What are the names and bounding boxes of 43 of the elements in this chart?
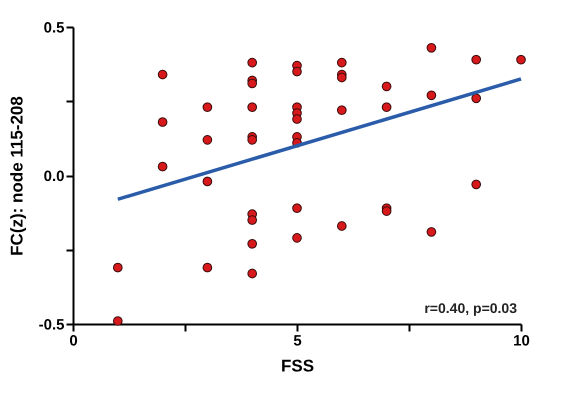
point xyxy=(247,58,258,68)
point xyxy=(336,58,347,68)
x-tick-label: 10 xyxy=(513,332,530,350)
point xyxy=(158,70,168,80)
point xyxy=(202,262,212,272)
point xyxy=(158,162,168,172)
y-axis-title: FC(z): node 115-208 xyxy=(8,96,27,256)
point xyxy=(426,227,436,237)
point xyxy=(112,262,123,272)
point xyxy=(382,206,392,216)
point xyxy=(247,215,258,225)
point xyxy=(247,78,258,88)
x-axis-title: FSS xyxy=(280,356,314,376)
point xyxy=(471,180,482,190)
point xyxy=(158,117,168,127)
point xyxy=(382,82,392,92)
point xyxy=(336,221,347,231)
point xyxy=(426,42,436,53)
point xyxy=(202,102,212,112)
point xyxy=(516,54,526,64)
point xyxy=(292,203,302,213)
y-tick-label: 0.0 xyxy=(44,168,64,185)
point xyxy=(247,102,258,112)
x-tick-label: 0 xyxy=(69,332,78,350)
point xyxy=(382,102,392,112)
point xyxy=(336,105,347,115)
point xyxy=(336,72,347,82)
point xyxy=(247,268,258,278)
point xyxy=(112,316,123,326)
point xyxy=(202,176,212,186)
x-tick-label: 5 xyxy=(293,332,302,350)
point xyxy=(426,90,436,100)
point xyxy=(247,238,258,249)
y-tick-label: -0.5 xyxy=(38,316,64,334)
point xyxy=(292,66,302,76)
point xyxy=(292,114,302,124)
point xyxy=(471,93,482,104)
point xyxy=(292,233,302,243)
point xyxy=(202,135,212,145)
point xyxy=(247,135,258,145)
y-tick-label: 0.5 xyxy=(44,20,64,36)
point xyxy=(471,54,482,64)
annotation: r=0.40, p=0.03 xyxy=(424,300,518,316)
